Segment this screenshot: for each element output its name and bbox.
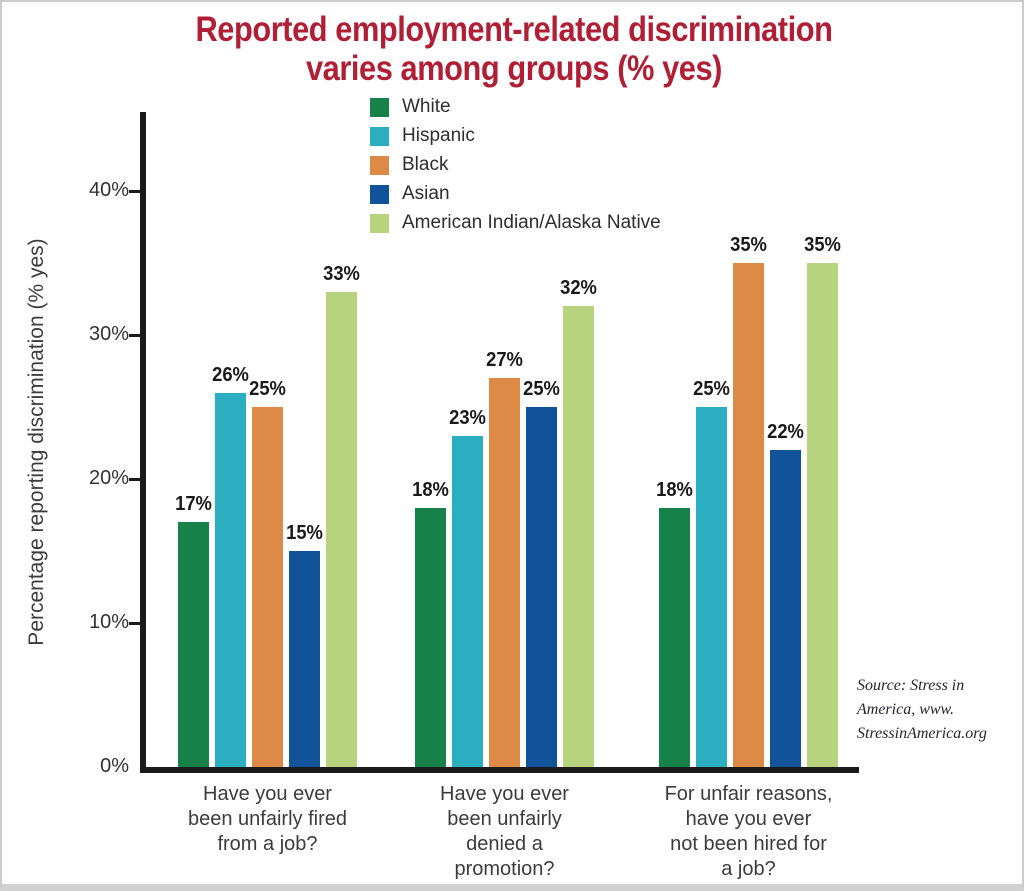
bar-asian [526, 407, 557, 767]
bar-american-indian-alaska-native [807, 263, 838, 767]
legend-swatch-icon [370, 97, 389, 117]
bar-white [415, 508, 446, 767]
bar-value-label: 25% [523, 378, 560, 400]
bar-value-label: 25% [249, 378, 286, 400]
y-tick-label: 40% [88, 179, 129, 201]
legend-label: Black [402, 154, 449, 175]
chart-title-line-2: varies among groups (% yes) [305, 49, 723, 88]
legend-label: American Indian/Alaska Native [402, 212, 661, 233]
bar-value-label: 33% [323, 263, 360, 285]
legend: White Hispanic Black Asian American Indian/A… [370, 96, 661, 233]
legend-label: Asian [402, 183, 450, 204]
chart-title-line-1: Reported employment-related discriminati… [195, 10, 833, 49]
chart-title: Reported employment-related discriminati… [63, 10, 964, 88]
bar-value-label: 25% [693, 378, 730, 400]
bar-white [178, 522, 209, 767]
source-line-1: Source: Stress in [857, 677, 965, 694]
bar-value-label: 26% [212, 364, 249, 386]
bar-value-label: 32% [560, 277, 597, 299]
bar-hispanic [452, 436, 483, 767]
bar-value-label: 18% [412, 479, 449, 501]
y-tick-mark [129, 334, 141, 337]
bar-asian [770, 450, 801, 767]
legend-label: White [402, 96, 451, 117]
x-category-label: Have you ever been unfairly denied a pro… [440, 783, 569, 880]
bar-black [252, 407, 283, 767]
bar-white [659, 508, 690, 767]
bar-value-label: 35% [804, 234, 841, 256]
y-tick-mark [129, 478, 141, 481]
legend-swatch-icon [370, 126, 389, 146]
bar-asian [289, 551, 320, 767]
y-tick-label: 0% [100, 755, 129, 777]
bar-value-label: 17% [175, 493, 212, 515]
source-line-2: America, www. [857, 701, 955, 718]
y-tick-label: 10% [88, 611, 129, 633]
y-tick-mark [129, 622, 141, 625]
y-axis-line [140, 112, 146, 773]
y-tick-mark [129, 190, 141, 193]
legend-swatch-icon [370, 184, 389, 204]
bar-value-label: 18% [656, 479, 693, 501]
legend-swatch-icon [370, 213, 389, 233]
bar-value-label: 35% [730, 234, 767, 256]
bar-black [489, 378, 520, 767]
legend-item: American Indian/Alaska Native [370, 212, 661, 233]
bar-value-label: 22% [767, 421, 804, 443]
source-line-3: StressinAmerica.org [857, 725, 987, 742]
bar-value-label: 27% [486, 349, 523, 371]
legend-swatch-icon [370, 155, 389, 175]
y-tick-label: 20% [88, 467, 129, 489]
x-category-label: Have you ever been unfairly fired from a… [188, 783, 347, 855]
bar-black [733, 263, 764, 767]
legend-item: Black [370, 154, 661, 175]
legend-item: Hispanic [370, 125, 661, 146]
x-axis-line [140, 767, 859, 773]
bar-value-label: 23% [449, 407, 486, 429]
bar-value-label: 15% [286, 522, 323, 544]
legend-label: Hispanic [402, 125, 475, 146]
bar-hispanic [215, 393, 246, 767]
bar-american-indian-alaska-native [326, 292, 357, 767]
y-tick-label: 30% [88, 323, 129, 345]
legend-item: Asian [370, 183, 661, 204]
legend-item: White [370, 96, 661, 117]
x-category-label: For unfair reasons, have you ever not be… [664, 783, 833, 880]
source-attribution: Source: Stress in America, www. Stressin… [857, 674, 1022, 746]
bar-hispanic [696, 407, 727, 767]
bar-american-indian-alaska-native [563, 306, 594, 767]
